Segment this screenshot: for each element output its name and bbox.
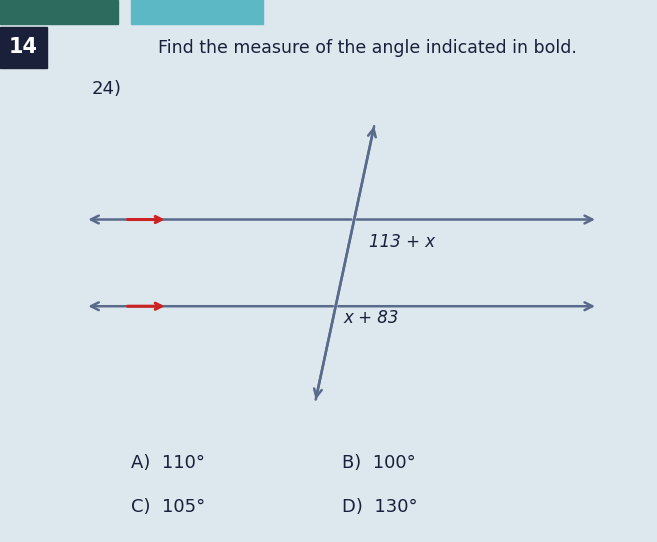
Text: 14: 14	[9, 37, 38, 57]
Bar	[131, 0, 263, 24]
Text: A)  110°: A) 110°	[131, 454, 206, 473]
Text: Find the measure of the angle indicated in bold.: Find the measure of the angle indicated …	[158, 38, 578, 57]
Text: C)  105°: C) 105°	[131, 498, 206, 516]
Text: B)  100°: B) 100°	[342, 454, 415, 473]
Text: 24): 24)	[92, 80, 122, 99]
Text: x + 83: x + 83	[344, 309, 399, 327]
Bar	[0, 27, 47, 68]
Bar	[0, 0, 118, 24]
Text: D)  130°: D) 130°	[342, 498, 417, 516]
Text: 113 + x: 113 + x	[369, 233, 435, 251]
